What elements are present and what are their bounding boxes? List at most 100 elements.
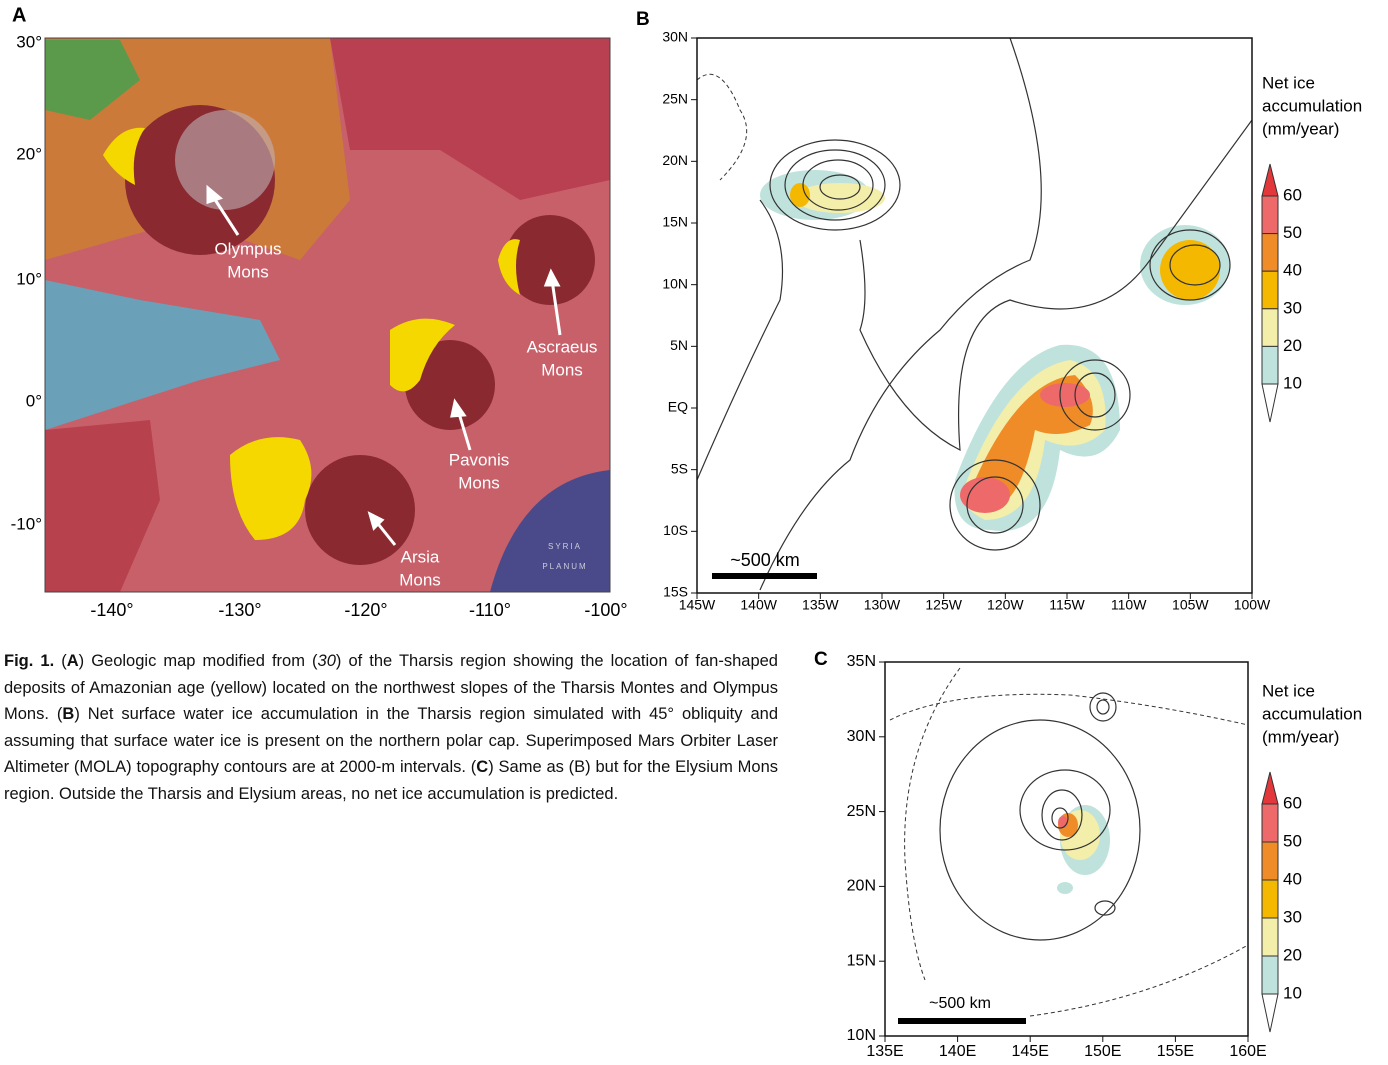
colorbar-box xyxy=(1262,880,1278,918)
colorbar-tick-label: 60 xyxy=(1283,185,1302,204)
colorbar-tick-label: 50 xyxy=(1283,831,1302,850)
x-tick-label: 110W xyxy=(1111,597,1147,613)
colorbar-box xyxy=(1262,804,1278,842)
map-label: PLANUM xyxy=(542,562,587,571)
x-tick-label: -100° xyxy=(584,600,627,620)
y-tick-label: 10N xyxy=(662,275,688,291)
y-tick-label: -10° xyxy=(11,514,42,533)
x-tick-label: 125W xyxy=(925,597,962,613)
geologic-map xyxy=(45,38,610,592)
y-tick-label: 15N xyxy=(662,214,688,230)
y-tick-label: 30N xyxy=(662,29,688,45)
colorbar-title: accumulation xyxy=(1262,96,1362,115)
y-tick-label: 30N xyxy=(847,728,876,745)
colorbar-cap xyxy=(1262,994,1278,1032)
y-tick-label: 25N xyxy=(847,803,876,820)
annotation: Mons xyxy=(458,473,500,492)
accumulation-field-c xyxy=(890,668,1248,1016)
accumulation-field-b xyxy=(697,38,1252,590)
x-tick-label: 145W xyxy=(679,597,716,613)
y-tick-label: 0° xyxy=(26,391,42,410)
x-tick-label: 145E xyxy=(1012,1043,1049,1060)
y-tick-label: 20° xyxy=(16,144,42,163)
colorbar-box xyxy=(1262,842,1278,880)
scale-bar-label: ~500 km xyxy=(929,995,991,1012)
x-tick-label: 160E xyxy=(1229,1043,1266,1060)
colorbar-title: Net ice xyxy=(1262,73,1315,92)
colorbar-title: accumulation xyxy=(1262,704,1362,723)
x-tick-label: 105W xyxy=(1172,597,1209,613)
annotation: Mons xyxy=(541,360,583,379)
caption-run: A xyxy=(67,652,79,670)
colorbar-box xyxy=(1262,956,1278,994)
x-tick-label: 115W xyxy=(1049,597,1085,613)
colorbar-cap xyxy=(1262,772,1278,804)
caption-run: ) Geologic map modified from ( xyxy=(79,652,318,670)
colorbar-box xyxy=(1262,309,1278,347)
x-tick-label: -130° xyxy=(218,600,261,620)
y-tick-label: 20N xyxy=(847,878,876,895)
x-tick-label: 100W xyxy=(1234,597,1271,613)
page: { "panel_a": { "label": "A", "y_ticks": … xyxy=(0,0,1388,1065)
figure: A 30° 20° 10° 0° -10° -140° -130° -120° -110° -100… xyxy=(0,0,1388,1065)
colorbar-title: (mm/year) xyxy=(1262,727,1339,746)
x-tick-label: 135E xyxy=(866,1043,903,1060)
colorbar-tick-label: 20 xyxy=(1283,336,1302,355)
colorbar-box xyxy=(1262,234,1278,272)
annotation: Arsia xyxy=(401,547,440,566)
scale-bar-label: ~500 km xyxy=(730,550,800,570)
y-tick-label: 20N xyxy=(662,152,688,168)
colorbar-cap xyxy=(1262,384,1278,422)
colorbar-title: Net ice xyxy=(1262,681,1315,700)
annotation: Pavonis xyxy=(449,450,509,469)
colorbar-tick-label: 40 xyxy=(1283,869,1302,888)
colorbar-tick-label: 50 xyxy=(1283,223,1302,242)
panel-label: C xyxy=(814,649,828,670)
scale-bar-c xyxy=(898,1018,1026,1024)
annotation: Mons xyxy=(399,570,441,589)
caption: Fig. 1. (A) Geologic map modified from (… xyxy=(4,648,778,807)
colorbar-box xyxy=(1262,918,1278,956)
caption-run: 30 xyxy=(318,652,336,670)
y-tick-label: 10° xyxy=(16,269,42,288)
map-label: SYRIA xyxy=(548,542,582,551)
x-tick-label: 140E xyxy=(939,1043,976,1060)
x-tick-label: 130W xyxy=(864,597,901,613)
colorbar-tick-label: 10 xyxy=(1283,373,1302,392)
annotation: Mons xyxy=(227,262,269,281)
y-tick-label: 5S xyxy=(671,460,688,476)
scale-bar-b xyxy=(712,573,817,579)
y-tick-label: 15N xyxy=(847,952,876,969)
colorbar-tick-label: 40 xyxy=(1283,261,1302,280)
y-tick-label: 5N xyxy=(670,337,688,353)
caption-run: C xyxy=(476,758,488,776)
caption-run: Fig. 1. xyxy=(4,652,54,670)
x-tick-label: 155E xyxy=(1157,1043,1194,1060)
caption-run: ( xyxy=(54,652,67,670)
x-tick-label: -140° xyxy=(90,600,133,620)
x-tick-label: 150E xyxy=(1084,1043,1121,1060)
x-tick-label: -120° xyxy=(344,600,387,620)
panel-label: B xyxy=(636,9,650,30)
x-tick-label: 135W xyxy=(802,597,839,613)
y-tick-label: 30° xyxy=(16,32,42,51)
colorbar-tick-label: 30 xyxy=(1283,298,1302,317)
colorbar-tick-label: 30 xyxy=(1283,907,1302,926)
y-tick-label: 10S xyxy=(663,522,688,538)
annotation: Olympus xyxy=(214,239,281,258)
colorbar-title: (mm/year) xyxy=(1262,119,1339,138)
colorbar-cap xyxy=(1262,164,1278,196)
colorbar-box xyxy=(1262,346,1278,384)
colorbar-tick-label: 20 xyxy=(1283,945,1302,964)
x-tick-label: 140W xyxy=(740,597,777,613)
y-tick-label: 10N xyxy=(847,1027,876,1044)
colorbar-tick-label: 10 xyxy=(1283,983,1302,1002)
x-tick-label: 120W xyxy=(987,597,1024,613)
y-tick-label: 25N xyxy=(662,90,688,106)
caption-run: B xyxy=(62,705,74,723)
colorbar-tick-label: 60 xyxy=(1283,793,1302,812)
annotation: Ascraeus xyxy=(527,337,598,356)
x-tick-label: -110° xyxy=(469,600,511,620)
y-tick-label: EQ xyxy=(668,399,688,415)
colorbar-box xyxy=(1262,196,1278,234)
